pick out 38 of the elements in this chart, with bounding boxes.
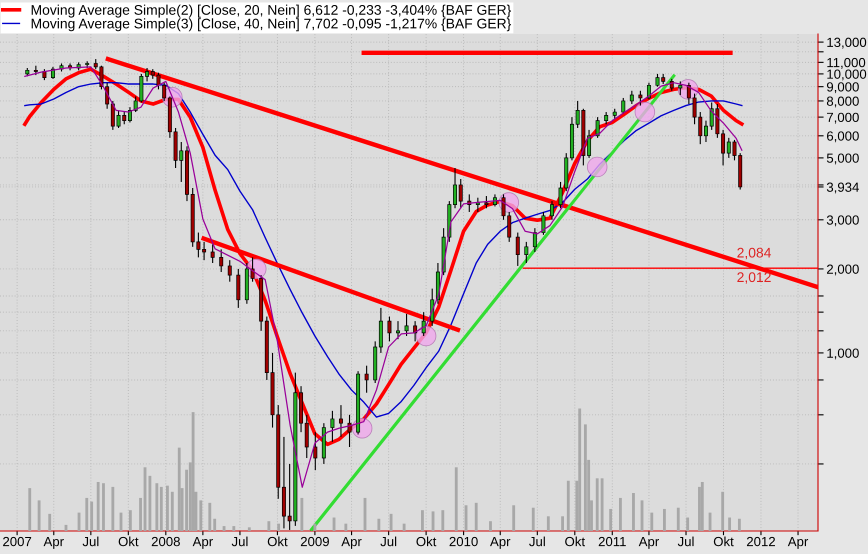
x-tick-label: Apr — [44, 537, 64, 549]
y-tick-label: 7,000 — [827, 112, 859, 124]
y-tick-label: 5,000 — [826, 153, 859, 164]
y-tick-label: 10,000 — [827, 69, 866, 80]
annotation: 2,084 — [737, 248, 772, 260]
x-tick-label: Okt — [565, 536, 585, 546]
x-tick-label: Jul — [82, 536, 98, 546]
x-tick-label: Apr — [192, 537, 213, 549]
x-tick-label: 2008 — [152, 536, 180, 546]
x-tick-label: Okt — [268, 536, 288, 546]
y-tick-label: 8,000 — [826, 96, 859, 108]
x-tick-label: 2007 — [3, 536, 32, 546]
legend-label: Moving Average Simple(3) [Close, 40, Nein] 7,702 -0,095 -1,217% {BAF GER} — [32, 18, 512, 32]
x-tick-label: Jul — [529, 536, 545, 546]
x-tick-label: Apr — [341, 537, 362, 549]
y-tick-label: 3,000 — [826, 215, 859, 226]
x-tick-label: Okt — [416, 536, 436, 546]
annotation: 2,012 — [737, 272, 771, 284]
x-tick-label: Okt — [714, 536, 734, 546]
x-tick-label: Apr — [490, 537, 510, 549]
x-tick-label: 2012 — [746, 536, 775, 546]
y-tick-label: 11,000 — [827, 58, 866, 69]
x-tick-label: Apr — [788, 537, 808, 549]
y-tick-label: 1,000 — [827, 348, 859, 360]
y-tick-label: 9,000 — [826, 82, 859, 94]
x-tick-label: 2010 — [450, 536, 478, 546]
x-tick-label: Jul — [380, 536, 396, 546]
x-tick-label: Jul — [232, 536, 248, 546]
x-tick-label: Okt — [118, 536, 138, 546]
x-tick-label: 2011 — [598, 536, 626, 546]
x-tick-label: Jul — [678, 536, 694, 546]
x-tick-label: Apr — [638, 537, 659, 549]
y-tick-label: 13,000 — [827, 38, 866, 49]
y-tick-label: 6,000 — [827, 131, 859, 142]
legend-label: Moving Average Simple(2) [Close, 20, Nein] 6,612 -0,233 -3,404% {BAF GER} — [32, 4, 512, 18]
x-tick-label: 2009 — [300, 536, 329, 546]
y-tick-label: 3,934 — [826, 182, 859, 194]
y-tick-label: 2,000 — [826, 264, 859, 276]
